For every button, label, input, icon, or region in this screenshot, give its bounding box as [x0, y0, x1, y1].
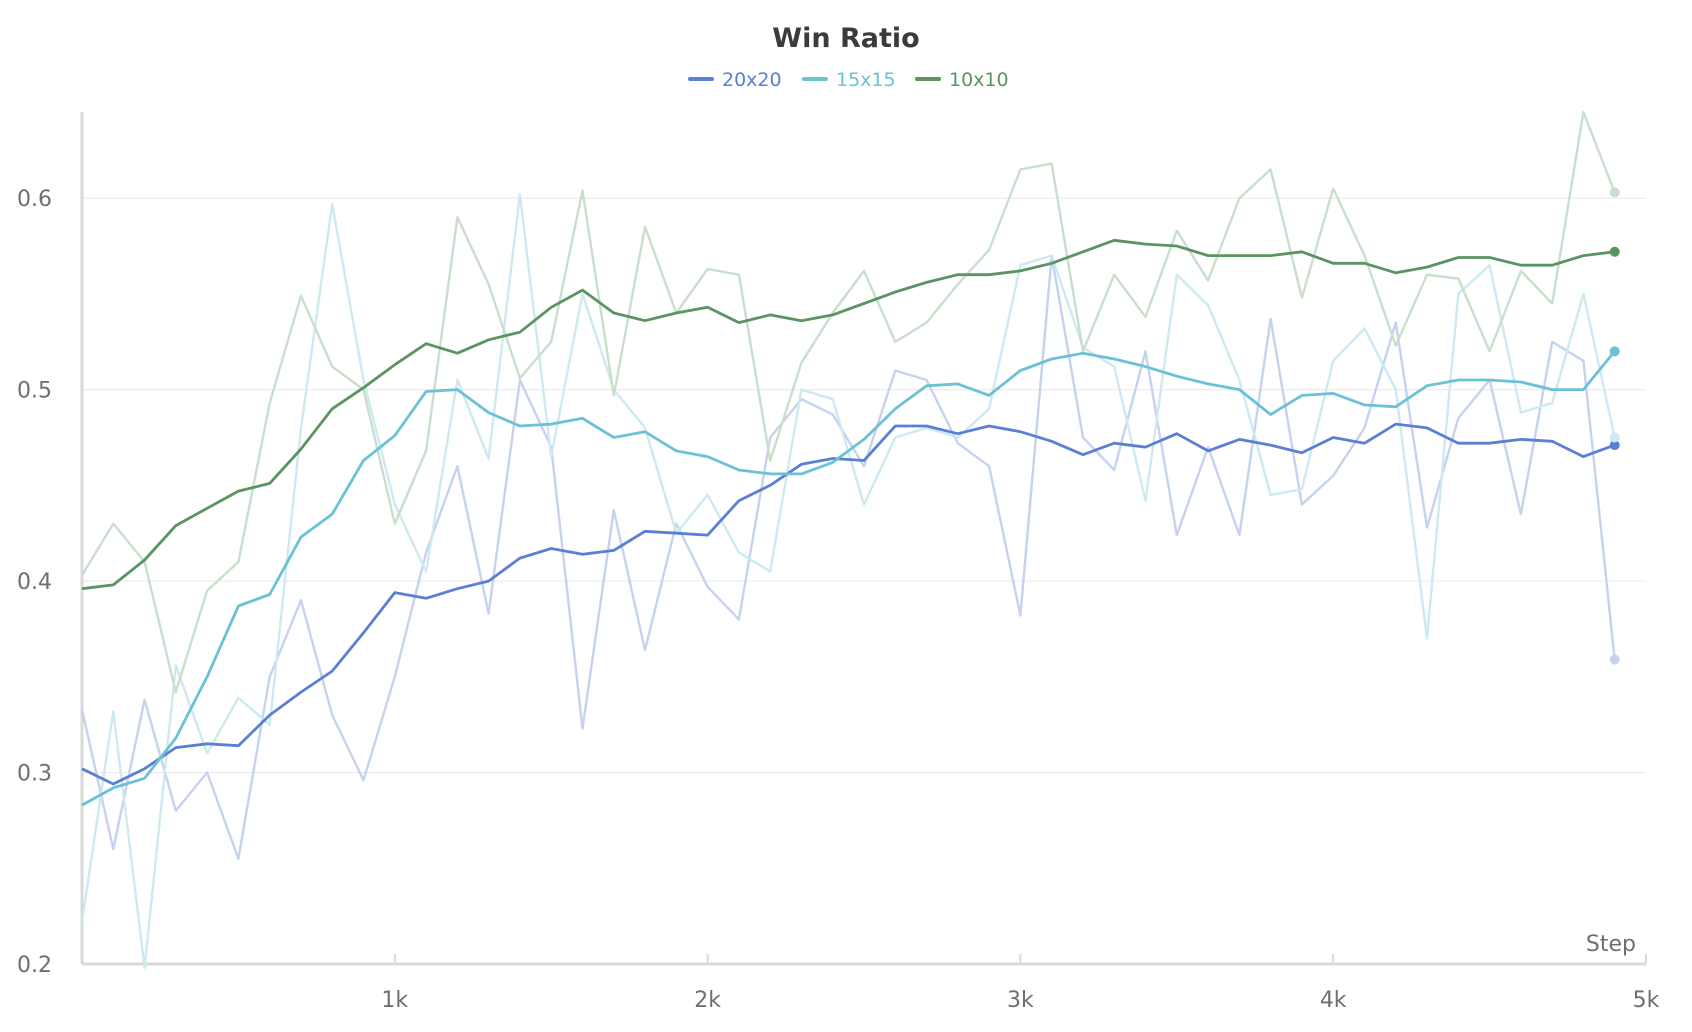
legend-item-15x15[interactable]: 15x15: [802, 69, 896, 91]
smoothed-end-marker-20x20: [1609, 440, 1620, 451]
x-tick-label: 5k: [1633, 988, 1660, 1013]
legend-label-15x15: 15x15: [836, 69, 896, 91]
raw-line-20x20[interactable]: [80, 254, 1616, 860]
raw-end-marker-15x15: [1609, 432, 1620, 443]
legend-label-20x20: 20x20: [722, 69, 782, 91]
axes: [80, 112, 1647, 966]
smoothed-series-layer: [81, 238, 1616, 807]
x-tick-label: 3k: [1007, 988, 1034, 1013]
legend-item-10x10[interactable]: 10x10: [915, 69, 1009, 91]
y-tick-label: 0.3: [17, 762, 52, 787]
tick-labels: 0.2 0.3 0.4 0.5 0.6 1k 2k 3k 4k 5k: [17, 187, 1660, 1013]
x-tick-label: 1k: [381, 988, 408, 1013]
y-tick-label: 0.5: [17, 379, 52, 404]
smoothed-end-marker-15x15: [1609, 346, 1620, 357]
y-tick-label: 0.4: [17, 570, 52, 595]
x-axis-title: Step: [1586, 932, 1636, 957]
smoothed-end-marker-10x10: [1609, 246, 1620, 257]
raw-end-marker-10x10: [1609, 187, 1620, 198]
smoothed-line-10x10[interactable]: [81, 238, 1615, 591]
raw-end-marker-20x20: [1609, 654, 1620, 665]
chart-title: Win Ratio: [772, 23, 919, 54]
gridlines: [82, 197, 1646, 774]
smoothed-line-15x15[interactable]: [81, 350, 1616, 807]
x-tick-label: 2k: [694, 988, 721, 1013]
raw-series-layer: [80, 110, 1616, 969]
y-tick-label: 0.6: [17, 187, 52, 212]
end-markers-layer: [1609, 187, 1620, 665]
legend-item-20x20[interactable]: 20x20: [688, 69, 782, 91]
legend: 20x20 15x15 10x10: [688, 69, 1009, 91]
x-tick-label: 4k: [1320, 988, 1347, 1013]
smoothed-line-20x20[interactable]: [81, 422, 1616, 786]
y-tick-label: 0.2: [17, 953, 52, 978]
legend-label-10x10: 10x10: [949, 69, 1009, 91]
raw-line-10x10[interactable]: [80, 110, 1616, 694]
